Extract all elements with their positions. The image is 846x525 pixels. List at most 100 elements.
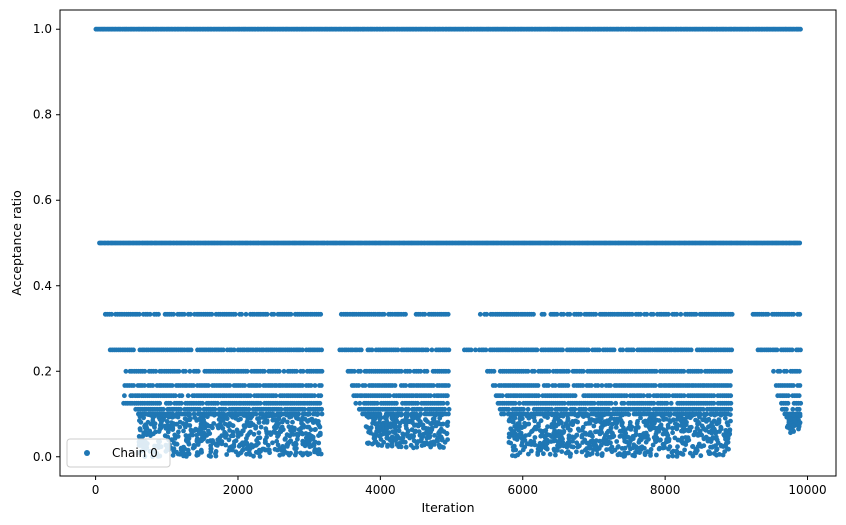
- data-point: [150, 418, 156, 423]
- data-point: [506, 418, 512, 424]
- data-point: [787, 426, 792, 431]
- data-point: [257, 416, 262, 421]
- data-point: [147, 311, 153, 317]
- data-point: [555, 433, 561, 439]
- data-point: [317, 430, 323, 436]
- data-point: [787, 412, 793, 417]
- data-point: [789, 347, 795, 353]
- data-point: [274, 423, 280, 429]
- data-point: [574, 432, 580, 438]
- data-point: [546, 368, 552, 374]
- data-point: [403, 311, 408, 317]
- data-point: [243, 311, 249, 317]
- data-point: [384, 419, 390, 425]
- data-point: [706, 416, 712, 422]
- data-point: [422, 440, 427, 446]
- data-point: [276, 368, 282, 374]
- data-point: [393, 437, 399, 443]
- data-point: [299, 431, 305, 436]
- data-point: [212, 406, 218, 412]
- data-point: [629, 311, 635, 317]
- data-point: [288, 414, 294, 419]
- data-point: [666, 393, 672, 399]
- data-point: [245, 433, 251, 438]
- data-point: [313, 427, 318, 432]
- data-point: [285, 419, 290, 425]
- data-point: [266, 413, 271, 419]
- data-point: [728, 400, 734, 406]
- data-point: [398, 444, 404, 450]
- data-point: [319, 368, 325, 374]
- data-point: [369, 347, 375, 353]
- data-point: [726, 446, 731, 452]
- data-point: [425, 347, 430, 353]
- data-point: [711, 400, 717, 406]
- data-point: [408, 433, 414, 439]
- data-point: [784, 411, 789, 417]
- data-point: [319, 411, 325, 417]
- data-point: [238, 416, 243, 422]
- data-point: [371, 417, 376, 423]
- data-point: [312, 447, 318, 452]
- data-point: [565, 416, 571, 422]
- data-point: [374, 425, 380, 431]
- legend-label: Chain 0: [112, 446, 158, 460]
- data-point: [677, 413, 682, 419]
- data-point: [797, 413, 803, 419]
- data-point: [199, 449, 205, 455]
- data-point: [267, 430, 273, 436]
- data-point: [517, 412, 523, 418]
- data-point: [644, 311, 650, 317]
- data-point: [684, 438, 690, 444]
- data-point: [791, 311, 796, 317]
- data-point: [626, 450, 631, 456]
- data-point: [142, 368, 148, 374]
- data-point: [515, 421, 521, 427]
- data-point: [608, 383, 613, 388]
- data-point: [578, 311, 584, 317]
- data-point: [727, 383, 733, 388]
- data-point: [256, 430, 262, 436]
- data-point: [271, 311, 277, 317]
- data-point: [275, 433, 281, 438]
- data-point: [653, 412, 659, 417]
- data-point: [311, 442, 316, 448]
- data-point: [442, 406, 448, 412]
- data-point: [318, 383, 324, 388]
- data-point: [797, 420, 803, 425]
- data-point: [319, 406, 324, 412]
- data-point: [294, 445, 299, 451]
- data-point: [639, 444, 645, 450]
- data-point: [147, 431, 153, 437]
- data-point: [641, 419, 647, 425]
- data-point: [215, 400, 221, 406]
- data-point: [305, 418, 311, 424]
- data-point: [784, 406, 789, 412]
- data-point: [256, 450, 262, 456]
- data-point: [567, 311, 573, 317]
- data-point: [285, 440, 291, 446]
- legend: Chain 0: [66, 438, 171, 468]
- data-point: [506, 440, 512, 445]
- data-point: [242, 383, 248, 388]
- data-point: [728, 393, 734, 399]
- data-point: [159, 418, 165, 423]
- data-point: [423, 417, 429, 423]
- data-point: [308, 383, 314, 388]
- data-point: [705, 438, 711, 444]
- data-point: [698, 411, 703, 417]
- data-point: [288, 427, 293, 433]
- data-point: [724, 441, 729, 446]
- data-point: [522, 437, 528, 443]
- data-point: [428, 429, 433, 435]
- data-point: [437, 415, 443, 421]
- data-point: [377, 433, 382, 439]
- data-point: [597, 431, 603, 437]
- data-point: [529, 448, 534, 454]
- data-point: [718, 424, 724, 430]
- data-point: [224, 452, 230, 457]
- data-point: [531, 311, 536, 317]
- legend-box: [66, 438, 171, 468]
- data-point: [198, 416, 204, 421]
- data-point: [232, 439, 237, 445]
